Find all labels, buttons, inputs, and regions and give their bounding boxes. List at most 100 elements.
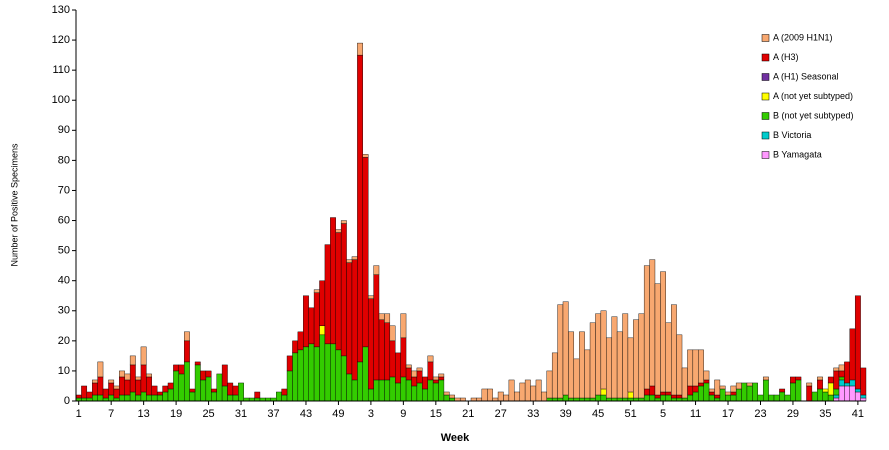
bar-segment xyxy=(389,340,396,378)
bar-segment xyxy=(762,379,769,402)
bar-segment xyxy=(194,364,201,402)
y-tick-label: 70 xyxy=(58,184,70,196)
y-tick-label: 90 xyxy=(58,124,70,136)
legend-swatch xyxy=(761,92,770,101)
y-tick-label: 20 xyxy=(58,335,70,347)
bar-segment xyxy=(351,379,358,402)
bar-segment xyxy=(627,391,634,399)
bar-segment xyxy=(524,379,531,402)
bar-segment xyxy=(600,388,607,396)
bar-segment xyxy=(595,394,602,402)
x-tick-label: 37 xyxy=(267,408,279,420)
bar-segment xyxy=(405,379,412,402)
bar-segment xyxy=(611,316,618,399)
bar-segment xyxy=(654,283,661,396)
bar-segment xyxy=(443,394,450,402)
x-tick-label: 11 xyxy=(690,408,701,420)
bar-segment xyxy=(119,376,125,396)
bar-segment xyxy=(714,379,721,396)
bar-segment xyxy=(405,367,412,381)
bar-segment xyxy=(503,394,510,402)
bar-segment xyxy=(205,370,212,378)
bar-segment xyxy=(86,391,93,399)
bar-segment xyxy=(211,391,217,402)
legend-swatch xyxy=(761,34,770,42)
bar-segment xyxy=(687,394,694,402)
bar-segment xyxy=(589,322,596,399)
bar-segment xyxy=(643,388,650,396)
bar-segment xyxy=(735,388,742,402)
x-tick-label: 31 xyxy=(235,408,247,420)
x-tick-label: 17 xyxy=(722,408,734,420)
bar-segment xyxy=(844,361,850,384)
bar-segment xyxy=(227,394,234,402)
x-tick-label: 25 xyxy=(202,408,214,420)
bar-segment xyxy=(167,388,174,402)
bar-segment xyxy=(698,349,704,384)
bar-segment xyxy=(367,295,374,299)
legend-label: A (2009 H1N1) xyxy=(773,32,833,42)
bar-segment xyxy=(378,379,385,402)
bar-segment xyxy=(817,388,823,402)
bar-segment xyxy=(313,292,320,348)
legend-label: A (H3) xyxy=(773,52,799,62)
bar-segment xyxy=(487,388,493,402)
bar-segment xyxy=(719,385,726,390)
bar-segment xyxy=(286,355,293,372)
y-axis-title: Number of Positive Specimens xyxy=(9,143,19,267)
y-tick-label: 50 xyxy=(58,245,70,257)
bar-segment xyxy=(81,385,88,399)
bar-segment xyxy=(638,313,645,399)
bar-segment xyxy=(184,331,190,342)
bar-segment xyxy=(146,373,152,378)
bar-segment xyxy=(838,376,845,381)
bar-segment xyxy=(108,379,115,384)
x-tick-label: 41 xyxy=(852,408,864,420)
bar-segment xyxy=(324,343,331,402)
y-tick-label: 0 xyxy=(64,395,70,407)
bar-segment xyxy=(330,343,336,402)
y-tick-label: 30 xyxy=(58,305,70,317)
bar-segment xyxy=(584,349,591,399)
bar-segment xyxy=(649,385,656,396)
bar-segment xyxy=(557,304,564,399)
bar-segment xyxy=(606,337,612,399)
bar-segment xyxy=(432,382,439,402)
bar-segment xyxy=(276,391,282,402)
bar-segment xyxy=(730,391,737,396)
bar-segment xyxy=(378,313,385,320)
x-tick-label: 43 xyxy=(300,408,312,420)
bar-segment xyxy=(184,361,190,402)
bar-segment xyxy=(416,382,423,402)
bar-segment xyxy=(622,313,629,399)
bar-segment xyxy=(232,394,239,402)
bar-segment xyxy=(719,388,726,402)
bar-segment xyxy=(92,382,98,396)
x-tick-label: 5 xyxy=(660,408,666,420)
bar-segment xyxy=(416,367,423,372)
legend-swatch xyxy=(761,112,770,120)
bar-segment xyxy=(698,382,704,387)
bar-segment xyxy=(779,391,786,402)
bar-segment xyxy=(173,364,180,372)
bar-segment xyxy=(746,385,753,402)
x-tick-label: 51 xyxy=(624,408,636,420)
bar-segment xyxy=(514,391,520,402)
bar-segment xyxy=(140,364,147,393)
x-tick-label: 29 xyxy=(787,408,799,420)
bar-segment xyxy=(579,331,585,399)
bar-segment xyxy=(129,364,136,393)
bar-segment xyxy=(822,388,829,393)
bar-segment xyxy=(330,217,336,345)
bar-segment xyxy=(384,322,391,381)
bar-segment xyxy=(703,379,710,384)
bar-segment xyxy=(854,295,861,390)
bar-segment xyxy=(860,367,867,396)
bar-segment xyxy=(151,394,158,402)
x-tick-label: 1 xyxy=(76,408,82,420)
bar-segment xyxy=(438,379,445,402)
bar-segment xyxy=(844,382,850,387)
bar-segment xyxy=(319,280,326,327)
bar-segment xyxy=(735,382,742,390)
